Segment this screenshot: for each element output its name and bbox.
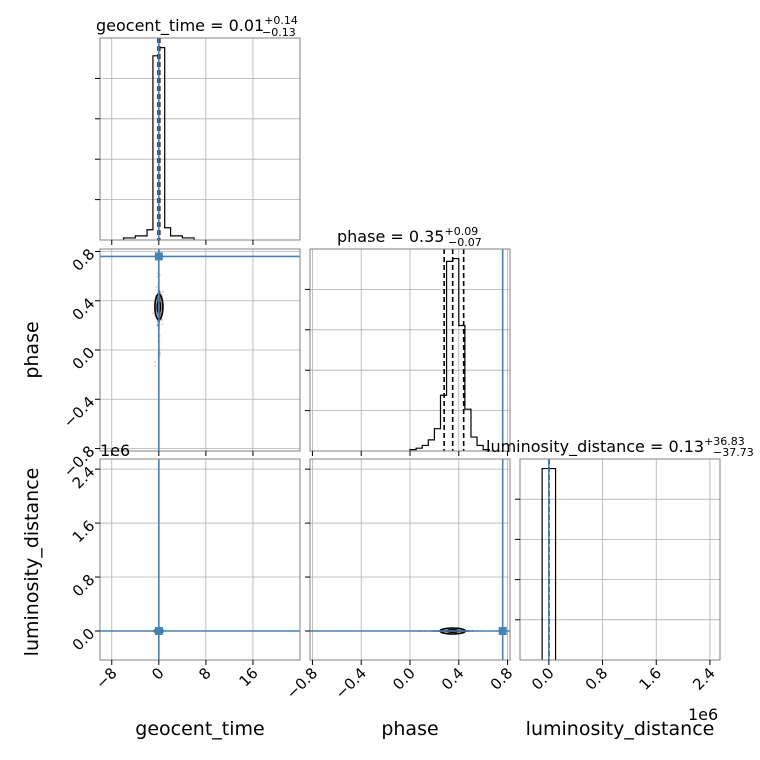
offset-text-x: 1e6: [688, 705, 718, 724]
x-tick-label: 0.0: [389, 664, 419, 694]
title-luminosity-distance-minus: −37.73: [713, 446, 754, 459]
y-tick-label: 0.0: [69, 344, 99, 374]
title-phase: phase = 0.35+0.09: [337, 225, 478, 246]
hist-outline: [409, 258, 490, 451]
injection-marker: [154, 626, 163, 635]
injection-marker: [498, 626, 507, 635]
hist-bar: [171, 236, 183, 240]
panel-frame: [519, 458, 721, 661]
sample-point: [154, 364, 157, 367]
xlabel-luminosity-distance: luminosity_distance: [526, 718, 715, 740]
hist-bar: [428, 440, 434, 451]
hist-bar: [465, 409, 471, 451]
panel-frame: [99, 458, 301, 661]
ylabel-phase: phase: [21, 321, 43, 378]
y-tick-label: 0.8: [69, 571, 99, 601]
x-tick-label: 16: [236, 664, 262, 690]
hist-bar: [477, 445, 483, 451]
title-geocent-time: geocent_time = 0.01+0.14: [96, 14, 298, 36]
y-tick-label: −0.4: [60, 393, 98, 431]
panel-frame: [99, 37, 301, 241]
sample-point: [160, 293, 163, 296]
sample-point: [156, 324, 159, 327]
x-tick-label: 0.8: [487, 664, 517, 694]
sample-point: [152, 312, 155, 315]
title-geocent-time-minus: −0.13: [262, 26, 296, 39]
x-tick-label: 2.4: [689, 664, 719, 694]
hist-bar: [471, 437, 477, 451]
y-tick-label: 0.0: [69, 625, 99, 655]
sample-point: [511, 630, 513, 632]
sample-point: [160, 319, 163, 322]
y-tick-label: 1.6: [69, 517, 99, 547]
x-tick-label: 0: [148, 664, 167, 683]
sample-point: [161, 322, 164, 325]
hist-group-luminosity-distance: [541, 459, 557, 660]
xlabel-phase: phase: [381, 718, 438, 740]
x-tick-label: −8: [92, 664, 120, 692]
y-tick-label: 0.4: [69, 294, 99, 324]
x-tick-label: −0.4: [332, 664, 370, 702]
hist-bar: [542, 469, 549, 660]
injection-marker: [154, 252, 163, 261]
sample-point: [155, 286, 158, 289]
hist-bar: [153, 56, 159, 240]
hist-bar: [434, 429, 440, 451]
x-tick-label: 0.4: [438, 664, 468, 694]
hist-group-geocent-time: [122, 38, 195, 240]
scatter-group-phase-luminosity-distance: [310, 459, 513, 660]
hist-bar: [165, 228, 171, 240]
hist-bar: [147, 230, 153, 240]
sample-point: [159, 291, 162, 294]
xlabel-geocent-time: geocent_time: [135, 718, 264, 740]
x-tick-label: 0.8: [582, 664, 612, 694]
ylabel-luminosity-distance: luminosity_distance: [21, 468, 43, 657]
scatter-group-geocent-time-phase: [100, 249, 300, 451]
x-tick-label: 1.6: [635, 664, 665, 694]
x-tick-label: 0.0: [528, 664, 558, 694]
hist-group-phase: [409, 249, 504, 451]
x-tick-label: 8: [195, 664, 214, 683]
hist-bar: [447, 261, 453, 451]
x-tick-label: −0.8: [283, 664, 321, 702]
sample-point: [162, 290, 165, 293]
title-luminosity-distance: luminosity_distance = 0.13+36.83: [486, 435, 745, 457]
hist-bar: [135, 236, 147, 240]
sample-point: [154, 361, 157, 364]
scatter-group-geocent-time-luminosity-distance: [100, 459, 300, 660]
offset-text-y: 1e6: [100, 441, 130, 460]
title-phase-minus: −0.07: [448, 236, 482, 249]
hist-bar: [422, 445, 428, 451]
hist-bar: [453, 259, 459, 451]
hist-bar: [549, 469, 556, 660]
y-tick-label: 0.8: [69, 245, 99, 275]
